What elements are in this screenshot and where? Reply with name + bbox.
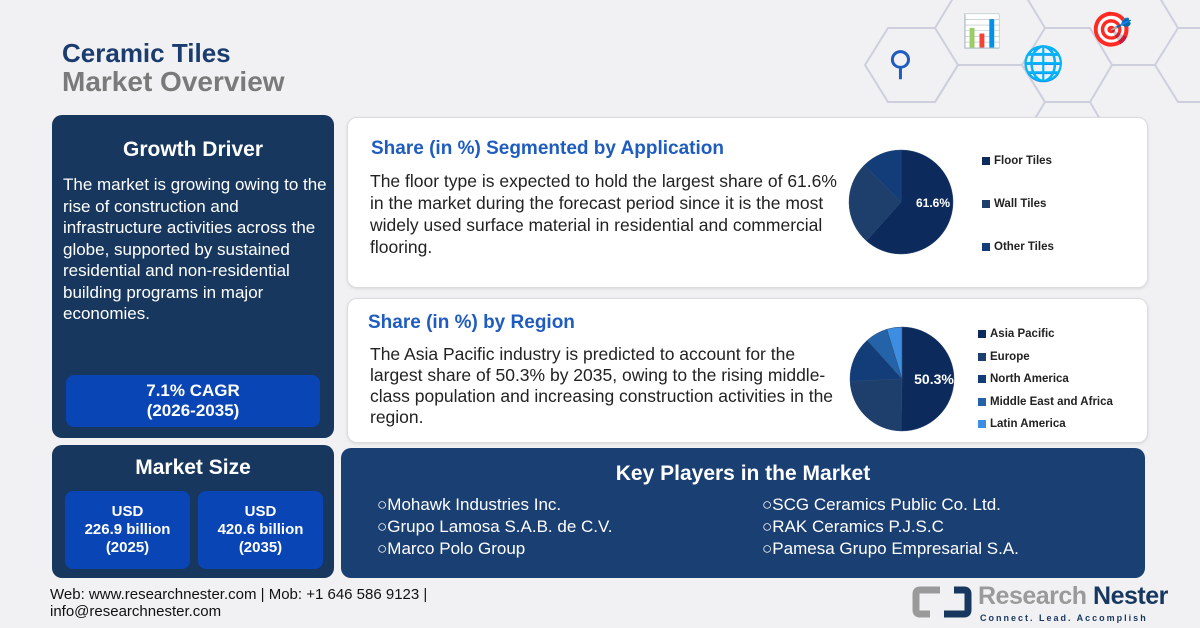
region-pie-chart: 50.3% xyxy=(849,326,955,432)
legend-label: Floor Tiles xyxy=(994,155,1052,167)
page-title: Ceramic Tiles xyxy=(62,38,231,68)
market-size-panel: Market Size USD 226.9 billion (2025) USD… xyxy=(52,445,334,578)
legend-label: North America xyxy=(990,373,1069,385)
legend-item: Wall Tiles xyxy=(982,197,1054,211)
research-nester-logo: Research Nester Connect. Lead. Accomplis… xyxy=(912,582,1168,626)
legend-item: North America xyxy=(978,372,1113,386)
cagr-box: 7.1% CAGR (2026-2035) xyxy=(66,375,320,427)
logo-tagline: Connect. Lead. Accomplish xyxy=(980,613,1148,623)
pie-slice-wall-tiles xyxy=(848,164,902,242)
pie-data-label: 61.6% xyxy=(916,196,950,210)
footer-web-phone: Web: www.researchnester.com | Mob: +1 64… xyxy=(50,586,428,603)
application-legend: Floor Tiles Wall Tiles Other Tiles xyxy=(982,154,1054,254)
legend-label: Europe xyxy=(990,350,1030,363)
legend-label: Asia Pacific xyxy=(990,328,1055,340)
region-title: Share (in %) by Region xyxy=(368,312,575,333)
growth-driver-text: The market is growing owing to the rise … xyxy=(63,175,327,323)
currency: USD xyxy=(111,503,144,520)
key-player: ○Pamesa Grupo Empresarial S.A. xyxy=(762,539,1019,558)
key-player: ○SCG Ceramics Public Co. Ltd. xyxy=(762,495,1001,514)
global-market-icon: 🌐 xyxy=(1022,45,1065,83)
target-clipboard-icon: 🎯 xyxy=(1090,11,1133,49)
legend-swatch xyxy=(982,157,990,165)
key-player: ○Grupo Lamosa S.A.B. de C.V. xyxy=(377,517,613,536)
key-player: ○Mohawk Industries Inc. xyxy=(377,495,562,514)
value: 226.9 billion xyxy=(84,521,171,538)
application-pie-chart: 61.6% xyxy=(848,149,954,255)
market-size-title: Market Size xyxy=(135,456,251,479)
market-size-2025: USD 226.9 billion (2025) xyxy=(65,491,190,569)
year: (2035) xyxy=(238,539,283,556)
legend-swatch xyxy=(982,200,990,208)
pie-slice-europe xyxy=(849,378,903,432)
application-card: Share (in %) Segmented by Application Th… xyxy=(347,117,1148,288)
legend-swatch xyxy=(978,375,986,383)
legend-item: Latin America xyxy=(978,417,1113,431)
key-player: ○RAK Ceramics P.J.S.C xyxy=(762,517,944,536)
key-players-left: ○Mohawk Industries Inc. ○Grupo Lamosa S.… xyxy=(377,494,613,560)
legend-label: Wall Tiles xyxy=(994,198,1047,210)
legend-swatch xyxy=(978,330,986,338)
legend-item: Asia Pacific xyxy=(978,327,1113,341)
legend-item: Europe xyxy=(978,350,1113,364)
footer-contact: Web: www.researchnester.com | Mob: +1 64… xyxy=(50,586,427,620)
region-legend: Asia Pacific Europe North America Middle Ea… xyxy=(978,327,1113,431)
legend-label: Middle East and Africa xyxy=(990,395,1113,408)
logo-mark-icon xyxy=(912,586,972,618)
pie-slice-floor-tiles xyxy=(866,149,954,255)
pie-slice-asia-pacific xyxy=(900,326,955,432)
pie-slice-other-tiles xyxy=(864,149,902,203)
key-players-right: ○SCG Ceramics Public Co. Ltd. ○RAK Ceram… xyxy=(762,494,1019,560)
region-card: Share (in %) by Region The Asia Pacific … xyxy=(347,298,1148,443)
legend-label: Latin America xyxy=(990,418,1066,430)
footer-email: info@researchnester.com xyxy=(50,603,222,620)
legend-swatch xyxy=(978,420,986,428)
key-player: ○Marco Polo Group xyxy=(377,539,526,558)
cagr-value: 7.1% CAGR xyxy=(146,381,240,400)
legend-swatch xyxy=(978,352,986,361)
currency: USD xyxy=(244,503,277,520)
pie-slice-latin-america xyxy=(886,326,903,380)
legend-label: Other Tiles xyxy=(994,241,1054,253)
growth-driver-panel: Growth Driver The market is growing owin… xyxy=(52,115,334,438)
key-players-title: Key Players in the Market xyxy=(615,462,871,485)
application-text: The floor type is expected to hold the l… xyxy=(370,171,837,257)
legend-item: Other Tiles xyxy=(982,240,1054,254)
region-text: The Asia Pacific industry is predicted t… xyxy=(370,344,834,427)
growth-chart-icon: 📊 xyxy=(962,13,1002,49)
key-players-panel: Key Players in the Market ○Mohawk Indust… xyxy=(341,448,1145,578)
network-analysis-icon: ⚲ xyxy=(888,45,913,83)
legend-swatch xyxy=(978,397,986,406)
application-title: Share (in %) Segmented by Application xyxy=(371,138,724,159)
market-size-2035: USD 420.6 billion (2035) xyxy=(198,491,323,569)
page-subtitle: Market Overview xyxy=(62,66,285,97)
logo-name1: Research xyxy=(978,582,1087,610)
value: 420.6 billion xyxy=(217,521,304,538)
growth-driver-title: Growth Driver xyxy=(122,138,264,161)
cagr-period: (2026-2035) xyxy=(146,401,240,420)
year: (2025) xyxy=(105,539,150,556)
legend-swatch xyxy=(982,243,990,251)
logo-name2: Nester xyxy=(1093,582,1168,610)
legend-item: Middle East and Africa xyxy=(978,395,1113,409)
legend-item: Floor Tiles xyxy=(982,154,1054,168)
pie-data-label: 50.3% xyxy=(914,371,954,387)
